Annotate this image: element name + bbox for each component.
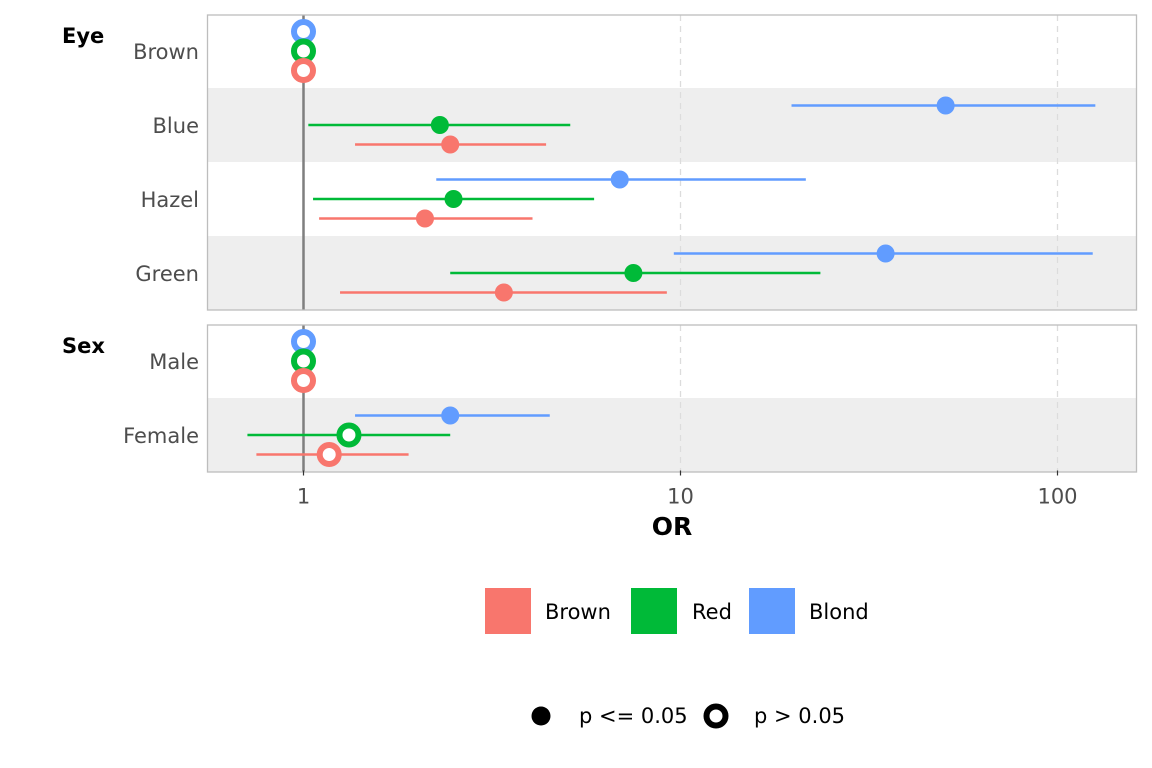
point-brown [494, 283, 513, 302]
point-brown [441, 135, 460, 154]
x-tick-label: 100 [1037, 485, 1077, 509]
point-blond [441, 406, 460, 425]
x-tick-label: 10 [667, 485, 694, 509]
legend-label: Brown [545, 600, 611, 624]
panel-border [206, 14, 1138, 311]
legend-label: Red [692, 600, 732, 624]
point-red-nonsig [291, 348, 316, 374]
point-red-nonsig [336, 422, 362, 448]
legend-filled-circle [531, 706, 551, 726]
point-brown-nonsig [291, 58, 316, 83]
panel-border [206, 324, 1138, 473]
point-red [624, 264, 643, 282]
y-tick-label: Female [123, 424, 199, 448]
legend-label: p <= 0.05 [579, 704, 688, 728]
point-blond-nonsig [291, 19, 316, 44]
point-blond [876, 244, 895, 263]
point-red [430, 116, 449, 134]
point-brown-nonsig [316, 442, 342, 467]
legend-label: p > 0.05 [754, 704, 845, 728]
x-tick-label: 1 [297, 485, 310, 509]
x-axis-title: OR [652, 512, 693, 541]
point-red [444, 190, 463, 208]
legend-label: Blond [809, 600, 869, 624]
point-red-nonsig [291, 38, 316, 64]
y-tick-label: Blue [153, 114, 199, 138]
y-tick-label: Male [149, 350, 199, 374]
y-tick-label: Green [135, 262, 199, 286]
legend-key-red [631, 588, 677, 634]
panel-title: Eye [62, 24, 104, 48]
legend-hollow-circle [703, 703, 729, 729]
point-blond [936, 96, 955, 115]
point-brown [415, 209, 434, 228]
legend-key-blond [749, 588, 795, 634]
legend-key-brown [485, 588, 531, 634]
y-tick-label: Hazel [141, 188, 199, 212]
panel-title: Sex [62, 334, 105, 358]
point-blond [610, 170, 629, 189]
point-blond-nonsig [291, 329, 316, 354]
point-brown-nonsig [291, 368, 316, 393]
y-tick-label: Brown [133, 40, 199, 64]
